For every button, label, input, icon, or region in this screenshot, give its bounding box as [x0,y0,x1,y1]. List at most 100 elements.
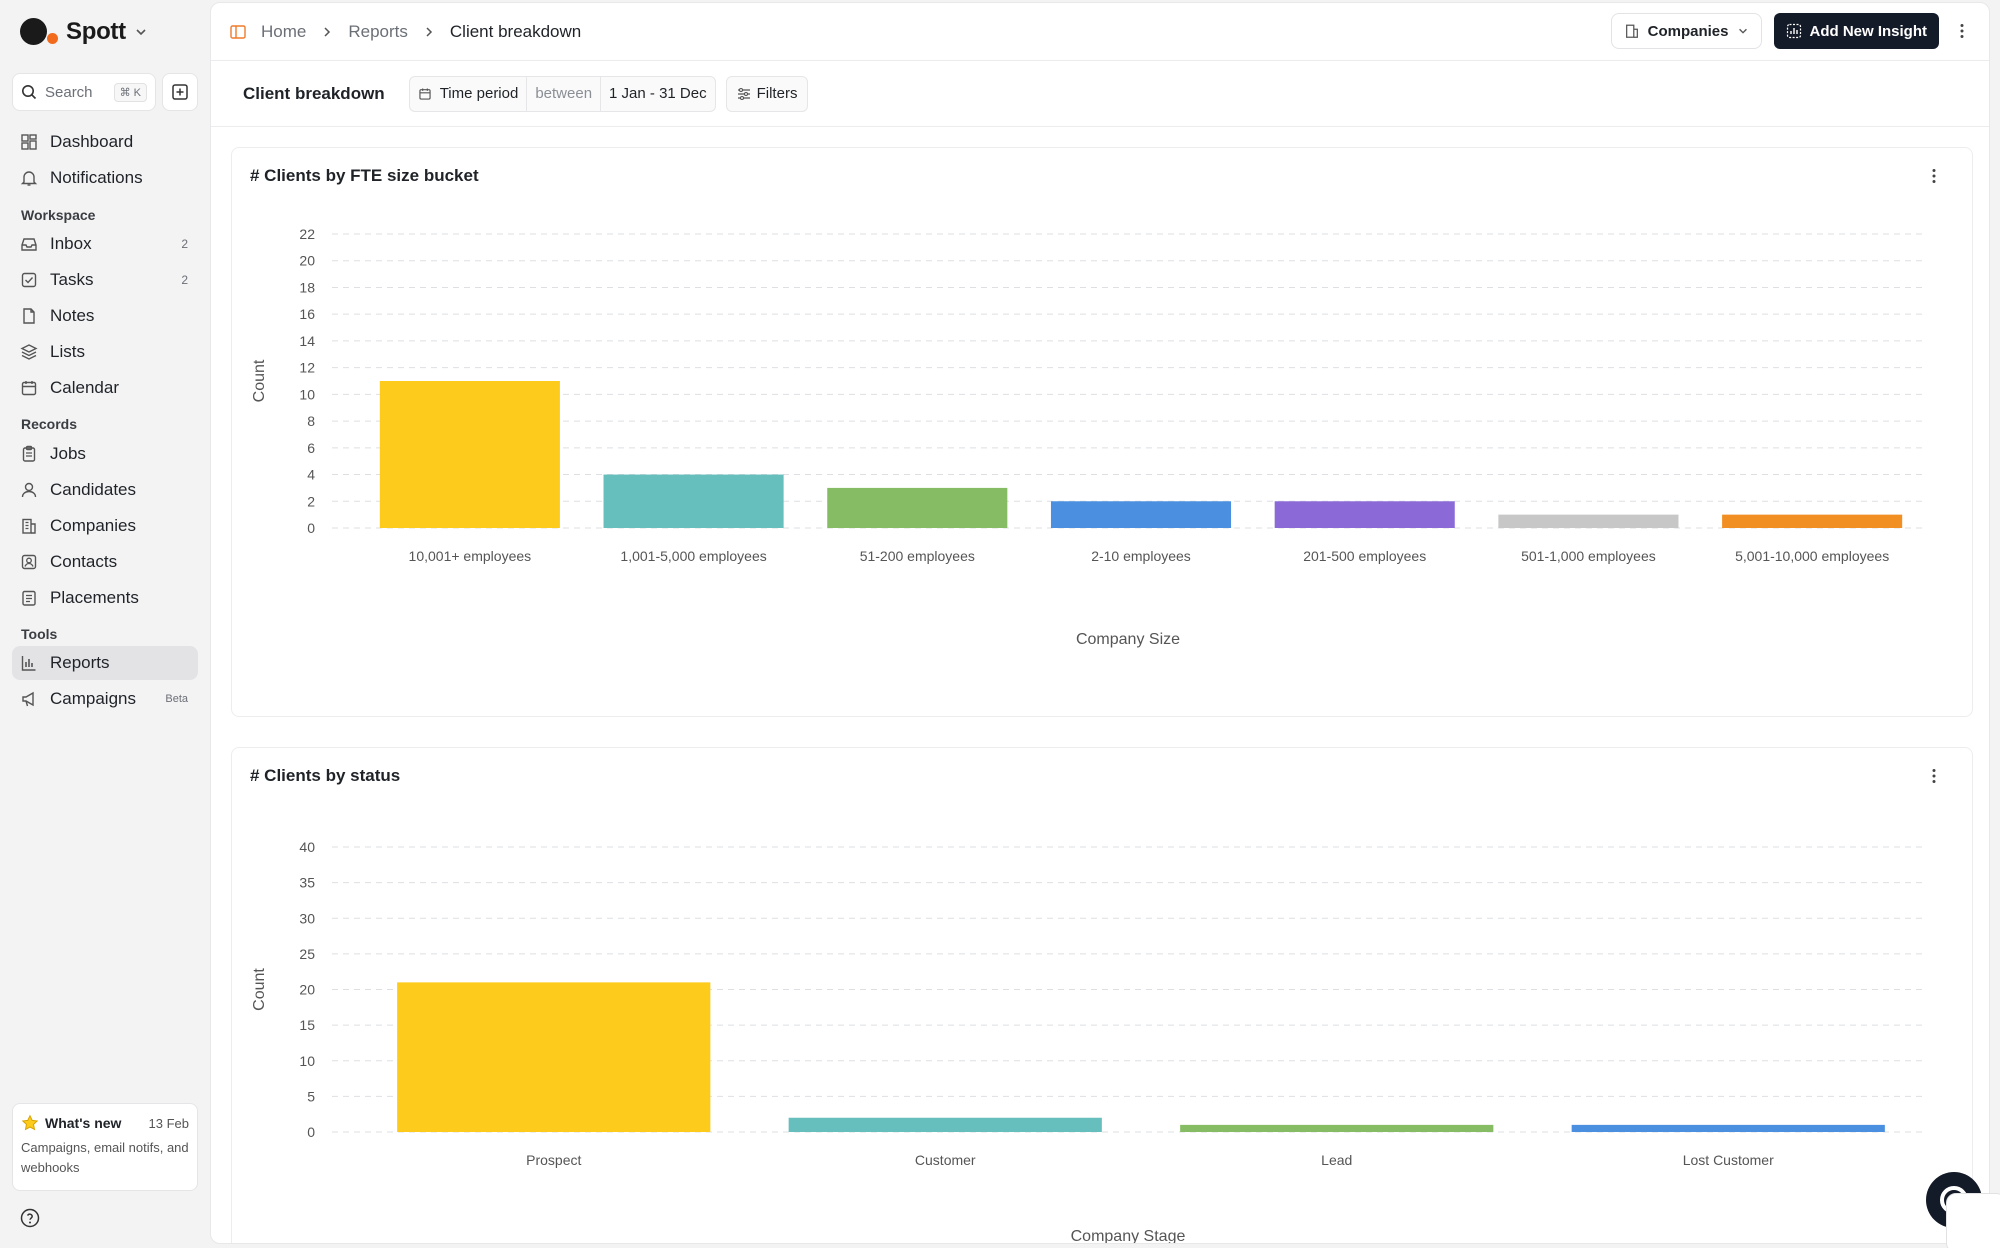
sidebar-item-inbox[interactable]: Inbox 2 [12,227,198,261]
sidebar-item-companies[interactable]: Companies [12,509,198,543]
x-tick-label: 2-10 employees [1091,548,1191,564]
bar[interactable] [1050,501,1232,528]
bar[interactable] [603,474,784,528]
new-item-button[interactable] [162,73,198,111]
sidebar-item-label: Calendar [50,378,119,397]
y-axis-label: Count [251,968,268,1011]
chart-options-button[interactable] [1924,166,1944,186]
spott-logo [20,16,60,48]
filter-field[interactable]: Time period [410,76,528,111]
search-shortcut: ⌘ K [113,82,147,102]
filters-button[interactable]: Filters [725,75,809,112]
chart-fte-size: 0 2 4 6 8 10 12 14 16 18 20 22 Count 10,001+ employee… [251,226,1924,648]
workspace-switcher[interactable]: Spott [20,16,148,48]
x-tick-label: Lead [1321,1152,1352,1168]
notes-icon [20,307,38,325]
time-period-filter[interactable]: Time period between 1 Jan - 31 Dec [408,75,716,112]
y-tick-label: 2 [307,493,315,509]
y-tick-label: 22 [299,226,315,242]
y-tick-label: 25 [299,946,315,962]
more-options-button[interactable] [1951,20,1973,42]
x-tick-label: 1,001-5,000 employees [620,548,766,564]
sidebar-item-placements[interactable]: Placements [12,581,198,615]
breadcrumb-reports[interactable]: Reports [348,21,408,41]
sidebar-item-label: Companies [50,516,136,535]
y-tick-label: 16 [299,306,315,322]
search-input[interactable]: Search ⌘ K [12,73,156,111]
bar[interactable] [1274,501,1455,528]
section-tools: Tools [21,626,58,642]
sidebar-item-label: Dashboard [50,132,134,151]
sidebar-item-label: Notifications [50,168,143,187]
chevron-down-icon [136,29,146,36]
whats-new-card[interactable]: What's new 13 Feb Campaigns, email notif… [12,1103,198,1191]
brand-name: Spott [66,18,126,45]
help-icon[interactable] [20,1208,40,1228]
x-tick-label: 10,001+ employees [409,548,532,564]
main-panel: Home Reports Client breakdown Companies … [210,2,1990,1244]
chevron-right-icon [426,26,432,37]
bar[interactable] [827,487,1008,528]
bar[interactable] [397,982,711,1132]
y-tick-label: 10 [299,1053,315,1069]
search-placeholder: Search [45,83,93,101]
chart-options-button[interactable] [1924,766,1944,786]
tasks-count: 2 [181,273,188,287]
chevron-right-icon [324,26,331,37]
sidebar: Spott Search ⌘ K Dashboard Notifications… [0,0,210,1248]
sidebar-item-reports[interactable]: Reports [12,646,198,680]
filter-operator[interactable]: between [527,76,602,111]
more-vertical-icon [1960,24,1964,38]
sidebar-item-notes[interactable]: Notes [12,299,198,333]
y-tick-label: 4 [307,467,315,483]
sidebar-item-calendar[interactable]: Calendar [12,371,198,405]
tasks-icon [20,271,38,289]
breadcrumb-home[interactable]: Home [261,21,307,41]
panel-toggle-icon[interactable] [229,23,247,41]
entity-select[interactable]: Companies [1610,13,1762,49]
chevron-down-icon [1738,28,1747,34]
y-tick-label: 0 [307,1124,315,1140]
candidates-icon [20,481,38,499]
x-tick-label: 501-1,000 employees [1521,548,1656,564]
y-tick-label: 30 [299,910,315,926]
sidebar-item-label: Lists [50,342,85,361]
sidebar-item-notifications[interactable]: Notifications [12,161,198,195]
bar[interactable] [379,381,560,528]
chart-status: 0 5 10 15 20 25 30 35 40 Count Prospect Customer Lea… [251,839,1924,1244]
sidebar-item-jobs[interactable]: Jobs [12,437,198,471]
bar[interactable] [1571,1124,1885,1132]
chart-title: # Clients by FTE size bucket [250,166,479,185]
jobs-icon [20,445,38,463]
x-axis-label: Company Stage [1071,1228,1186,1244]
more-vertical-icon [1932,169,1936,183]
add-new-insight-button[interactable]: Add New Insight [1773,13,1939,49]
y-tick-label: 20 [299,982,315,998]
report-filter-bar: Client breakdown Time period between 1 J… [211,61,1989,127]
bar[interactable] [1722,514,1903,528]
filter-value[interactable]: 1 Jan - 31 Dec [609,85,707,102]
sidebar-item-candidates[interactable]: Candidates [12,473,198,507]
whats-new-body: Campaigns, email notifs, and webhooks [21,1140,189,1175]
calendar-icon [20,379,38,397]
bar[interactable] [788,1117,1102,1132]
inbox-icon [20,235,38,253]
chart-title: # Clients by status [250,766,401,785]
sidebar-item-tasks[interactable]: Tasks 2 [12,263,198,297]
chart-card-status: # Clients by status 0 5 10 15 20 25 30 35 40 Coun… [231,747,1973,1244]
chart-card-fte-size: # Clients by FTE size bucket 0 2 4 6 8 10 12 14… [231,147,1973,717]
y-tick-label: 6 [307,440,315,456]
sidebar-item-label: Placements [50,588,139,607]
chat-widget-tab[interactable] [1946,1193,2000,1248]
sidebar-item-label: Jobs [50,444,86,463]
bar[interactable] [1498,514,1679,528]
bar[interactable] [1180,1124,1494,1132]
whats-new-date: 13 Feb [148,1115,189,1131]
sidebar-item-dashboard[interactable]: Dashboard [12,125,198,159]
sidebar-item-contacts[interactable]: Contacts [12,545,198,579]
section-records: Records [21,416,78,432]
x-tick-label: 201-500 employees [1303,548,1426,564]
calendar-icon [419,88,431,100]
sidebar-item-lists[interactable]: Lists [12,335,198,369]
sidebar-item-campaigns[interactable]: Campaigns Beta [12,682,198,716]
